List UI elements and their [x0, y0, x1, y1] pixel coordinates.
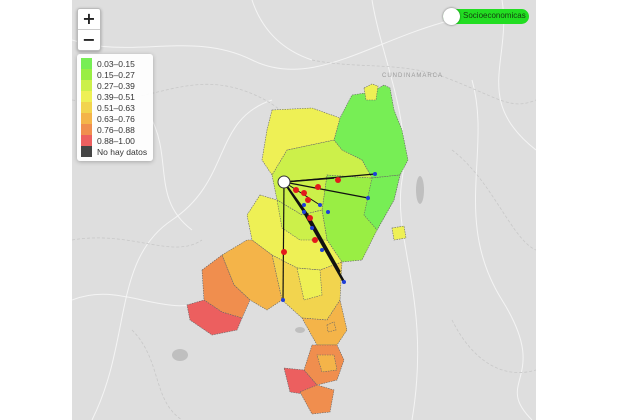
zone-outlier-east: [391, 225, 407, 241]
zone-south-tip: [316, 354, 338, 373]
red-marker: [301, 190, 307, 196]
map-view[interactable]: CUNDINAMARCA + − 0.03–0.15 0.15–0.27 0.27–…: [72, 0, 536, 420]
legend-item: 0.76–0.88: [81, 124, 147, 135]
red-marker: [281, 249, 287, 255]
legend-label: 0.63–0.76: [97, 113, 135, 124]
blue-marker: [310, 226, 314, 230]
zone-east-2: [363, 174, 401, 231]
legend-item: 0.15–0.27: [81, 69, 147, 80]
toggle-label: Socioeconomicas: [463, 11, 526, 20]
red-marker: [293, 187, 299, 193]
water-bodies: [172, 176, 424, 361]
legend-label: 0.03–0.15: [97, 58, 135, 69]
red-marker: [312, 237, 318, 243]
legend-item: 0.63–0.76: [81, 113, 147, 124]
blue-marker: [302, 210, 306, 214]
legend-item: 0.39–0.51: [81, 91, 147, 102]
legend-item: 0.51–0.63: [81, 102, 147, 113]
blue-marker: [366, 196, 370, 200]
legend-swatch: [81, 91, 92, 102]
legend-swatch: [81, 146, 92, 157]
blue-marker: [373, 172, 377, 176]
legend-swatch: [81, 80, 92, 91]
zone-northwest: [261, 107, 341, 176]
legend-swatch: [81, 124, 92, 135]
zone-north-tip: [363, 83, 379, 101]
red-marker: [305, 197, 311, 203]
legend-label: 0.88–1.00: [97, 135, 135, 146]
blue-marker: [302, 203, 306, 207]
red-marker: [307, 215, 313, 221]
route-line: [302, 211, 346, 283]
route-line: [307, 214, 341, 273]
legend-label: 0.51–0.63: [97, 102, 135, 113]
route-line: [283, 181, 369, 199]
zone-far-west-red: [186, 299, 243, 336]
legend-swatch: [81, 135, 92, 146]
legend-swatch: [81, 102, 92, 113]
blue-marker: [281, 298, 285, 302]
zone-south-4: [299, 384, 335, 415]
legend-label: 0.27–0.39: [97, 80, 135, 91]
red-markers: [281, 177, 341, 255]
zone-north: [333, 84, 409, 179]
region-label: CUNDINAMARCA: [382, 73, 444, 79]
legend-item: 0.27–0.39: [81, 80, 147, 91]
legend-swatch: [81, 113, 92, 124]
red-marker: [335, 177, 341, 183]
legend-label: 0.39–0.51: [97, 91, 135, 102]
zone-center: [271, 139, 373, 216]
choropleth-layer: [186, 83, 409, 415]
red-marker: [315, 184, 321, 190]
zoom-control: + −: [77, 8, 101, 51]
origin-marker[interactable]: [277, 175, 291, 189]
legend-swatch: [81, 69, 92, 80]
toggle-knob[interactable]: [443, 8, 460, 25]
legend-swatch: [81, 58, 92, 69]
legend-item: 0.88–1.00: [81, 135, 147, 146]
blue-marker: [326, 210, 330, 214]
legend-label: 0.15–0.27: [97, 69, 135, 80]
route-line: [283, 177, 335, 183]
zone-south-center-2: [296, 267, 323, 301]
legend-label: No hay datos: [97, 146, 148, 157]
routes-layer: [282, 173, 376, 301]
blue-marker: [318, 203, 322, 207]
route-line: [283, 181, 309, 216]
legend-item: No hay datos: [81, 146, 147, 157]
map-legend: 0.03–0.15 0.15–0.27 0.27–0.39 0.39–0.51 0.51…: [77, 54, 154, 161]
socioeconomic-toggle[interactable]: Socioeconomicas: [443, 8, 529, 25]
legend-label: 0.76–0.88: [97, 124, 135, 135]
blue-marker: [320, 248, 324, 252]
zoom-in-button[interactable]: +: [82, 9, 96, 28]
blue-marker: [342, 280, 346, 284]
blue-markers: [281, 172, 377, 302]
legend-item: 0.03–0.15: [81, 58, 147, 69]
route-line: [282, 181, 285, 301]
zone-outlier-west: [326, 321, 337, 333]
zoom-out-button[interactable]: −: [78, 29, 100, 50]
map-canvas[interactable]: [72, 0, 536, 420]
background-roads: [72, 0, 536, 420]
